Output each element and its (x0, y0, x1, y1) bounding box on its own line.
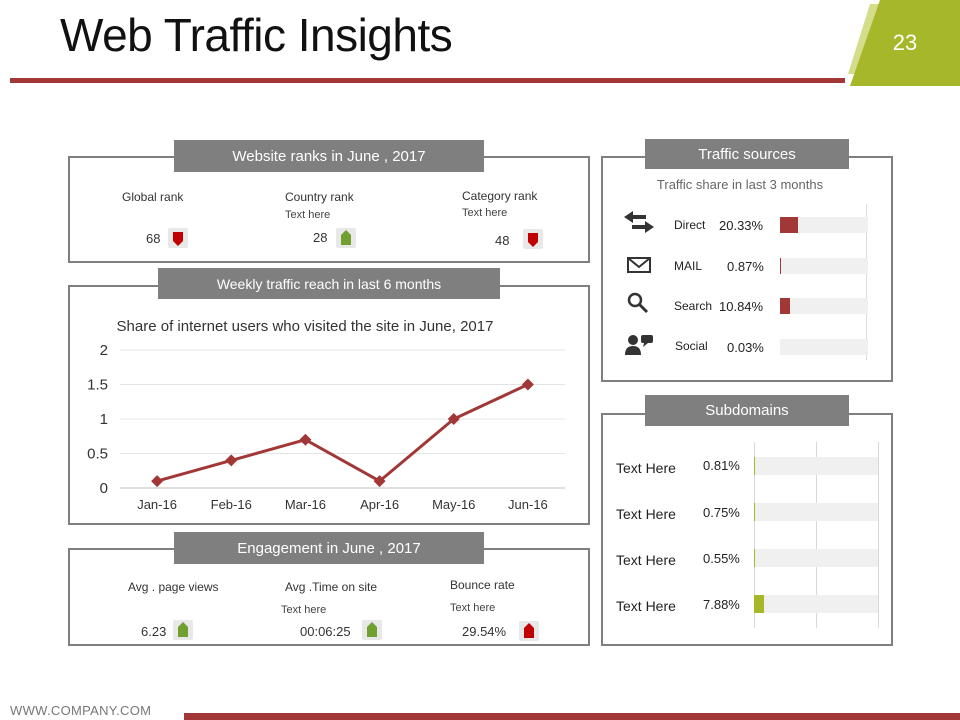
category-rank-label: Category rank (462, 189, 538, 203)
source-bar-track (780, 258, 868, 274)
engagement-heading: Engagement in June , 2017 (174, 532, 484, 564)
subdomain-bar-track (754, 503, 878, 521)
series-line (156, 383, 529, 483)
source-bar-track (780, 298, 868, 314)
source-value: 20.33% (719, 218, 764, 233)
subdomain-bar (754, 457, 755, 475)
subdomain-bar (754, 503, 755, 521)
country-rank-label: Country rank (285, 190, 354, 204)
subdomain-bar (754, 595, 764, 613)
bounce-rate-label: Bounce rate (450, 578, 515, 592)
up-arrow-icon (519, 621, 539, 641)
page-views-value: 6.23 (141, 624, 167, 639)
subdomain-label: Text Here (616, 460, 676, 476)
gridline (754, 442, 755, 628)
source-value: 0.87% (727, 259, 764, 274)
down-arrow-icon (523, 229, 543, 249)
subdomain-value: 0.81% (703, 458, 740, 473)
gridline (866, 204, 867, 360)
subdomain-value: 0.55% (703, 551, 740, 566)
weekly-heading: Weekly traffic reach in last 6 months (158, 268, 500, 299)
up-arrow-icon (336, 228, 356, 248)
source-bar-track (780, 217, 868, 233)
title-underline (10, 78, 845, 83)
people-chat-icon (625, 335, 653, 355)
ranks-panel (68, 156, 590, 263)
y-tick-label: 2 (100, 342, 108, 359)
engagement-panel (68, 548, 590, 646)
data-point (521, 378, 534, 391)
subdomain-bar-track (754, 595, 878, 613)
data-point (299, 433, 312, 446)
x-tick-label: Jan-16 (137, 497, 177, 512)
subdomain-label: Text Here (616, 598, 676, 614)
time-on-site-label: Avg .Time on site (285, 580, 378, 594)
subdomain-label: Text Here (616, 506, 676, 522)
country-rank-value: 28 (313, 230, 328, 245)
source-label: MAIL (674, 259, 703, 273)
traffic-sources-heading: Traffic sources (645, 139, 849, 169)
source-value: 10.84% (719, 299, 764, 314)
arrows-exchange-icon (624, 211, 654, 233)
subdomain-value: 0.75% (703, 505, 740, 520)
country-rank-note: Text here (285, 209, 331, 221)
x-tick-label: Apr-16 (360, 497, 399, 512)
source-bar-track (780, 339, 868, 355)
source-label: Search (674, 299, 713, 313)
subdomain-bar-track (754, 457, 878, 475)
bounce-rate-note: Text here (450, 602, 496, 614)
category-rank-value: 48 (495, 233, 510, 248)
x-tick-label: Feb-16 (211, 497, 252, 512)
subdomain-label: Text Here (616, 552, 676, 568)
data-point (447, 413, 460, 425)
bounce-rate-value: 29.54% (462, 624, 507, 639)
time-on-site-note: Text here (281, 604, 327, 616)
data-point (373, 475, 386, 488)
page-views-label: Avg . page views (128, 580, 219, 594)
chart-title: Share of internet users who visited the … (116, 318, 494, 335)
down-arrow-icon (168, 228, 188, 248)
subdomain-bar-track (754, 549, 878, 567)
x-tick-label: May-16 (432, 497, 475, 512)
page-badge (848, 0, 960, 86)
slide-title: Web Traffic Insights (60, 9, 453, 61)
gridline (878, 442, 879, 628)
y-tick-label: 1.5 (87, 377, 108, 394)
x-tick-label: Mar-16 (285, 497, 326, 512)
subdomain-bar (754, 549, 755, 567)
y-tick-label: 0 (100, 480, 108, 497)
source-value: 0.03% (727, 340, 764, 355)
subdomains-heading: Subdomains (645, 395, 849, 426)
subdomain-value: 7.88% (703, 597, 740, 612)
up-arrow-icon (173, 620, 193, 640)
y-tick-label: 1 (100, 411, 108, 428)
category-rank-note: Text here (462, 207, 508, 219)
gridline (816, 442, 817, 628)
time-on-site-value: 00:06:25 (300, 624, 351, 639)
footer-url: WWW.COMPANY.COM (10, 703, 152, 718)
source-label: Direct (674, 218, 706, 232)
y-tick-label: 0.5 (87, 446, 108, 463)
envelope-icon (627, 257, 651, 273)
global-rank-label: Global rank (122, 190, 184, 204)
ranks-heading: Website ranks in June , 2017 (174, 140, 484, 172)
traffic-sources-subtitle: Traffic share in last 3 months (656, 177, 824, 192)
magnifier-icon (627, 292, 649, 314)
source-bar-search (780, 298, 790, 314)
source-bar-mail (780, 258, 781, 274)
source-label: Social (675, 339, 708, 353)
data-point (151, 475, 164, 488)
line-chart: 0 0.5 1 1.5 2 Jan-16 Feb-16 Mar-16 Apr-16 May-16 J… (87, 342, 565, 512)
global-rank-value: 68 (146, 231, 161, 246)
page-number: 23 (892, 30, 918, 55)
x-tick-label: Jun-16 (508, 497, 548, 512)
up-arrow-icon (362, 620, 382, 640)
footer-rule (184, 713, 960, 720)
source-bar-direct (780, 217, 798, 233)
data-point (225, 454, 238, 467)
